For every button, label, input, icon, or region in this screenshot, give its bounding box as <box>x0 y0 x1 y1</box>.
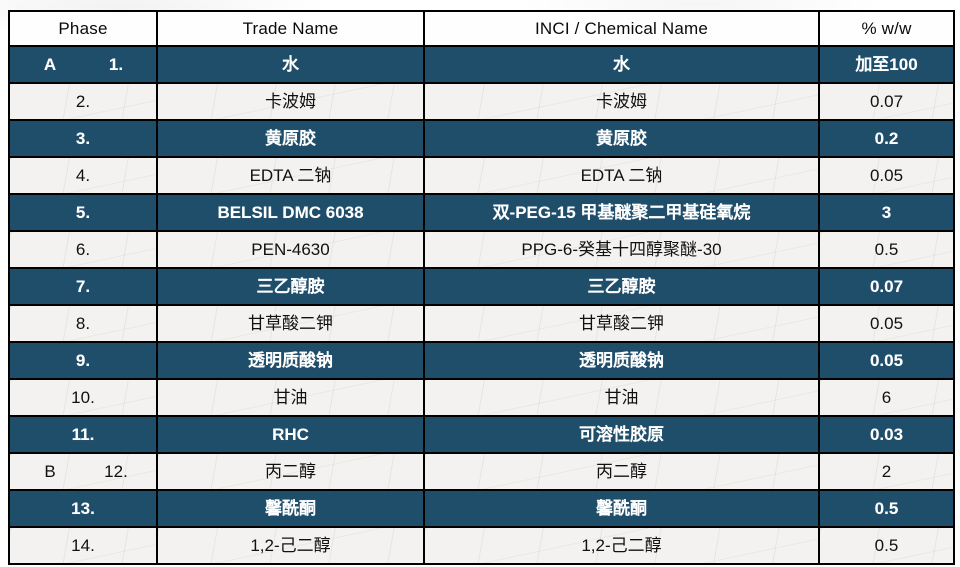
table-row: 9. 透明质酸钠 透明质酸钠 0.05 <box>8 341 955 380</box>
inci-name-cell: EDTA 二钠 <box>423 156 820 195</box>
trade-name-cell: 三乙醇胺 <box>156 267 425 306</box>
row-number: 12. <box>104 461 128 481</box>
phase-letter: A <box>43 54 57 74</box>
inci-name-cell: 双-PEG-15 甲基醚聚二甲基硅氧烷 <box>423 193 820 232</box>
row-number: 10. <box>71 387 95 407</box>
inci-name-cell: 甘草酸二钾 <box>423 304 820 343</box>
inci-name-cell: 黄原胶 <box>423 119 820 158</box>
inci-name-cell: 丙二醇 <box>423 452 820 491</box>
inci-name-cell: 甘油 <box>423 378 820 417</box>
row-number: 5. <box>75 202 91 222</box>
table-row: 11. RHC 可溶性胶原 0.03 <box>8 415 955 454</box>
row-number: 8. <box>75 313 91 333</box>
row-number: 3. <box>75 128 91 148</box>
inci-name-cell: 水 <box>423 45 820 84</box>
inci-name-cell: 三乙醇胺 <box>423 267 820 306</box>
trade-name-cell: 甘油 <box>156 378 425 417</box>
trade-name-cell: BELSIL DMC 6038 <box>156 193 425 232</box>
percent-ww-cell: 0.07 <box>818 267 955 306</box>
row-number: 9. <box>75 350 91 370</box>
inci-name-cell: 可溶性胶原 <box>423 415 820 454</box>
row-number: 14. <box>71 535 95 555</box>
phase-cell: 7. <box>8 267 158 306</box>
inci-name-cell: 1,2-己二醇 <box>423 526 820 565</box>
table-row: 2. 卡波姆 卡波姆 0.07 <box>8 82 955 121</box>
phase-cell: 9. <box>8 341 158 380</box>
trade-name-cell: 丙二醇 <box>156 452 425 491</box>
trade-name-cell: 1,2-己二醇 <box>156 526 425 565</box>
header-inci-chemical-name: INCI / Chemical Name <box>423 10 820 47</box>
inci-name-cell: PPG-6-癸基十四醇聚醚-30 <box>423 230 820 269</box>
trade-name-cell: PEN-4630 <box>156 230 425 269</box>
table-row: 8. 甘草酸二钾 甘草酸二钾 0.05 <box>8 304 955 343</box>
table-row: 6. PEN-4630 PPG-6-癸基十四醇聚醚-30 0.5 <box>8 230 955 269</box>
header-phase: Phase <box>8 10 158 47</box>
percent-ww-cell: 0.03 <box>818 415 955 454</box>
header-percent-ww: % w/w <box>818 10 955 47</box>
header-trade-name: Trade Name <box>156 10 425 47</box>
phase-cell: 2. <box>8 82 158 121</box>
trade-name-cell: 甘草酸二钾 <box>156 304 425 343</box>
table-row: 3. 黄原胶 黄原胶 0.2 <box>8 119 955 158</box>
percent-ww-cell: 2 <box>818 452 955 491</box>
row-number: 11. <box>71 424 95 444</box>
row-number: 2. <box>75 91 91 111</box>
phase-cell: 4. <box>8 156 158 195</box>
trade-name-cell: 卡波姆 <box>156 82 425 121</box>
phase-cell: 10. <box>8 378 158 417</box>
percent-ww-cell: 0.05 <box>818 304 955 343</box>
header-row: Phase Trade Name INCI / Chemical Name % … <box>8 10 955 47</box>
row-number: 13. <box>71 498 95 518</box>
table-row: 4. EDTA 二钠 EDTA 二钠 0.05 <box>8 156 955 195</box>
phase-cell: 13. <box>8 489 158 528</box>
table-row: 10. 甘油 甘油 6 <box>8 378 955 417</box>
phase-cell: 5. <box>8 193 158 232</box>
table-row: 7. 三乙醇胺 三乙醇胺 0.07 <box>8 267 955 306</box>
percent-ww-cell: 3 <box>818 193 955 232</box>
percent-ww-cell: 0.07 <box>818 82 955 121</box>
trade-name-cell: RHC <box>156 415 425 454</box>
table-row: 13. 馨酰酮 馨酰酮 0.5 <box>8 489 955 528</box>
trade-name-cell: 水 <box>156 45 425 84</box>
percent-ww-cell: 0.5 <box>818 526 955 565</box>
percent-ww-cell: 0.5 <box>818 230 955 269</box>
percent-ww-cell: 0.5 <box>818 489 955 528</box>
trade-name-cell: EDTA 二钠 <box>156 156 425 195</box>
inci-name-cell: 透明质酸钠 <box>423 341 820 380</box>
row-number: 6. <box>75 239 91 259</box>
percent-ww-cell: 0.05 <box>818 341 955 380</box>
trade-name-cell: 馨酰酮 <box>156 489 425 528</box>
percent-ww-cell: 0.2 <box>818 119 955 158</box>
phase-cell: A 1. <box>8 45 158 84</box>
phase-cell: 6. <box>8 230 158 269</box>
row-number: 1. <box>108 54 124 74</box>
table-header: Phase Trade Name INCI / Chemical Name % … <box>8 10 955 47</box>
phase-cell: 14. <box>8 526 158 565</box>
phase-cell: B 12. <box>8 452 158 491</box>
table-row: A 1. 水水加至100 <box>8 45 955 84</box>
percent-ww-cell: 6 <box>818 378 955 417</box>
phase-cell: 11. <box>8 415 158 454</box>
row-number: 7. <box>75 276 91 296</box>
percent-ww-cell: 加至100 <box>818 45 955 84</box>
phase-letter: B <box>44 461 56 481</box>
row-number: 4. <box>75 165 91 185</box>
formulation-table: Phase Trade Name INCI / Chemical Name % … <box>8 10 955 565</box>
table-row: 14. 1,2-己二醇 1,2-己二醇 0.5 <box>8 526 955 565</box>
percent-ww-cell: 0.05 <box>818 156 955 195</box>
trade-name-cell: 透明质酸钠 <box>156 341 425 380</box>
table-body: A 1. 水水加至100 2. 卡波姆 卡波姆 0.07 3. 黄原胶 黄原胶 0.2 4. EDTA … <box>8 45 955 565</box>
inci-name-cell: 卡波姆 <box>423 82 820 121</box>
trade-name-cell: 黄原胶 <box>156 119 425 158</box>
phase-cell: 8. <box>8 304 158 343</box>
phase-cell: 3. <box>8 119 158 158</box>
table-row: B 12. 丙二醇 丙二醇 2 <box>8 452 955 491</box>
inci-name-cell: 馨酰酮 <box>423 489 820 528</box>
table-row: 5. BELSIL DMC 6038 双-PEG-15 甲基醚聚二甲基硅氧烷 3 <box>8 193 955 232</box>
